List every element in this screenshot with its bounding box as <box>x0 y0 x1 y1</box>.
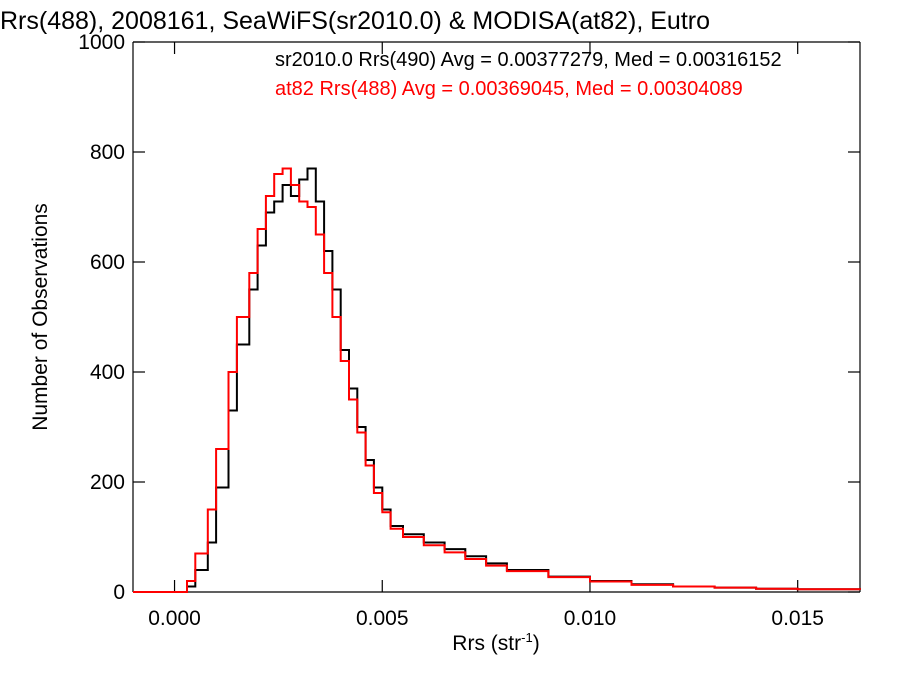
x-tick-label: 0.000 <box>148 607 201 630</box>
legend-entry-sr2010: sr2010.0 Rrs(490) Avg = 0.00377279, Med … <box>275 49 782 71</box>
x-axis-label-superscript: -1 <box>521 630 533 645</box>
x-tick-label: 0.015 <box>771 607 824 630</box>
y-tick-label: 1000 <box>78 31 125 54</box>
x-tick-label: 0.010 <box>564 607 617 630</box>
series-layer <box>133 167 861 593</box>
y-axis-ticks: 0 200 400 600 800 1000 <box>78 31 860 604</box>
y-tick-label: 200 <box>90 471 125 494</box>
x-tick-label: 0.005 <box>356 607 409 630</box>
legend-entry-at82: at82 Rrs(488) Avg = 0.00369045, Med = 0.… <box>275 78 743 100</box>
y-axis-label: Number of Observations <box>29 203 52 431</box>
x-axis-label: Rrs (str-1) <box>452 630 539 655</box>
series-line-at82 <box>133 167 861 593</box>
plot-area <box>132 41 861 593</box>
x-axis-ticks: 0.000 0.005 0.010 0.015 <box>148 42 824 630</box>
y-tick-label: 800 <box>90 141 125 164</box>
y-tick-label: 600 <box>90 251 125 274</box>
series-line-sr2010 <box>133 167 861 593</box>
chart-title: Rrs(488), 2008161, SeaWiFS(sr2010.0) & M… <box>0 7 710 35</box>
x-axis-label-close: ) <box>533 632 540 655</box>
x-axis-label-main: Rrs (str <box>452 632 521 655</box>
y-tick-label: 0 <box>113 581 125 604</box>
y-tick-label: 400 <box>90 361 125 384</box>
